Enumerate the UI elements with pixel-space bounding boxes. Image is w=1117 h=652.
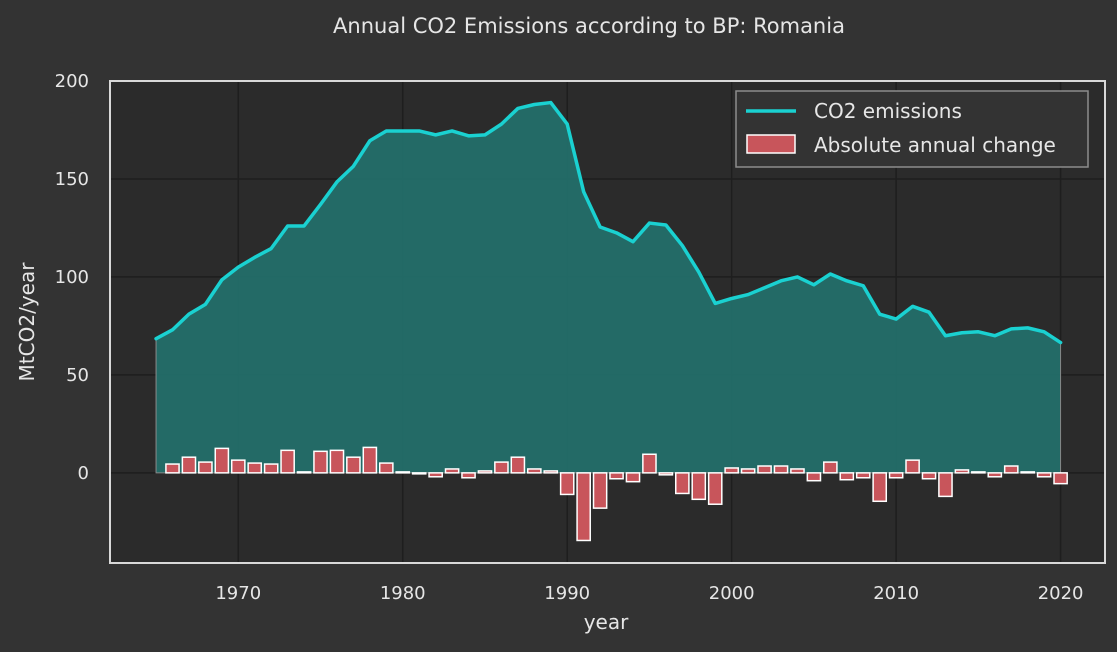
legend-label-change: Absolute annual change: [814, 133, 1056, 157]
annual-change-bar: [461, 472, 476, 479]
x-tick-label: 1970: [215, 583, 261, 604]
annual-change-bar: [839, 472, 855, 481]
annual-change-bar: [362, 446, 378, 474]
annual-change-bars: [165, 446, 1068, 542]
annual-change-bar: [165, 463, 180, 474]
y-axis-title: MtCO2/year: [15, 262, 39, 382]
annual-change-bar: [263, 463, 279, 474]
annual-change-bar: [428, 472, 443, 478]
annual-change-bar: [411, 472, 427, 475]
x-axis-ticks: 1970 1980 1990 2000 2010 2020: [215, 583, 1083, 604]
annual-change-bar: [806, 472, 822, 482]
annual-change-bar: [230, 459, 246, 474]
annual-change-bar: [526, 468, 542, 474]
x-tick-label: 2000: [709, 583, 755, 604]
annual-change-bar: [543, 470, 559, 474]
annual-change-bar: [954, 469, 970, 474]
annual-change-bar: [675, 472, 690, 495]
annual-change-bar: [1036, 472, 1052, 478]
x-tick-label: 1990: [544, 583, 590, 604]
legend: CO2 emissions Absolute annual change: [735, 90, 1089, 168]
annual-change-bar: [214, 447, 230, 474]
x-tick-label: 2020: [1038, 583, 1084, 604]
annual-change-bar: [872, 472, 888, 503]
legend-bar-swatch: [746, 134, 796, 154]
annual-change-bar: [773, 465, 789, 474]
annual-change-bar: [971, 471, 986, 474]
annual-change-bar: [559, 472, 575, 496]
plot-frame: [109, 80, 1106, 564]
annual-change-bar: [938, 472, 953, 498]
annual-change-bar: [1020, 471, 1036, 474]
y-tick-label: 50: [66, 365, 89, 386]
annual-change-bar: [346, 456, 361, 474]
annual-change-bar: [329, 449, 345, 474]
annual-change-bar: [247, 462, 263, 474]
legend-box: [735, 90, 1089, 168]
annual-change-bar: [444, 468, 460, 474]
emissions-line: [154, 100, 1063, 345]
emissions-line-layer: [154, 100, 1063, 345]
annual-change-bar: [691, 472, 707, 501]
annual-change-bar: [921, 472, 937, 480]
annual-change-bar: [477, 470, 493, 474]
annual-change-bar: [494, 461, 509, 474]
x-tick-label: 2010: [873, 583, 919, 604]
annual-change-bar: [609, 472, 624, 480]
annual-change-bar: [576, 472, 591, 542]
annual-change-bar: [757, 465, 772, 474]
y-tick-label: 150: [55, 169, 89, 190]
annual-change-bar: [724, 467, 739, 474]
annual-change-bar: [181, 456, 197, 474]
chart-title: Annual CO2 Emissions according to BP: Ro…: [333, 14, 845, 38]
annual-change-bar: [905, 459, 920, 474]
annual-change-bar: [378, 462, 394, 474]
annual-change-bar: [510, 456, 526, 474]
x-axis-title: year: [584, 610, 629, 634]
annual-change-bar: [296, 471, 312, 474]
y-tick-label: 100: [55, 267, 89, 288]
annual-change-bar: [707, 472, 723, 505]
y-axis-ticks: 0 50 100 150 200: [55, 71, 89, 484]
annual-change-bar: [888, 472, 904, 479]
annual-change-bar: [1053, 472, 1068, 485]
annual-change-bar: [642, 453, 657, 474]
annual-change-bar: [313, 450, 328, 474]
annual-change-bar: [855, 472, 871, 479]
annual-change-bar: [625, 472, 641, 483]
legend-label-emissions: CO2 emissions: [814, 99, 962, 123]
annual-change-bar: [1003, 465, 1019, 474]
y-tick-label: 0: [78, 463, 89, 484]
x-tick-label: 1980: [380, 583, 426, 604]
annual-change-bar: [987, 472, 1003, 478]
annual-change-bar: [592, 472, 608, 509]
annual-change-bar: [198, 461, 213, 474]
annual-change-bar: [823, 461, 838, 474]
annual-change-bar: [395, 471, 411, 474]
y-tick-label: 200: [55, 71, 89, 92]
annual-change-bar: [658, 472, 674, 476]
annual-change-bar: [740, 468, 756, 474]
annual-change-bar: [790, 468, 805, 474]
annual-change-bar: [280, 449, 295, 474]
